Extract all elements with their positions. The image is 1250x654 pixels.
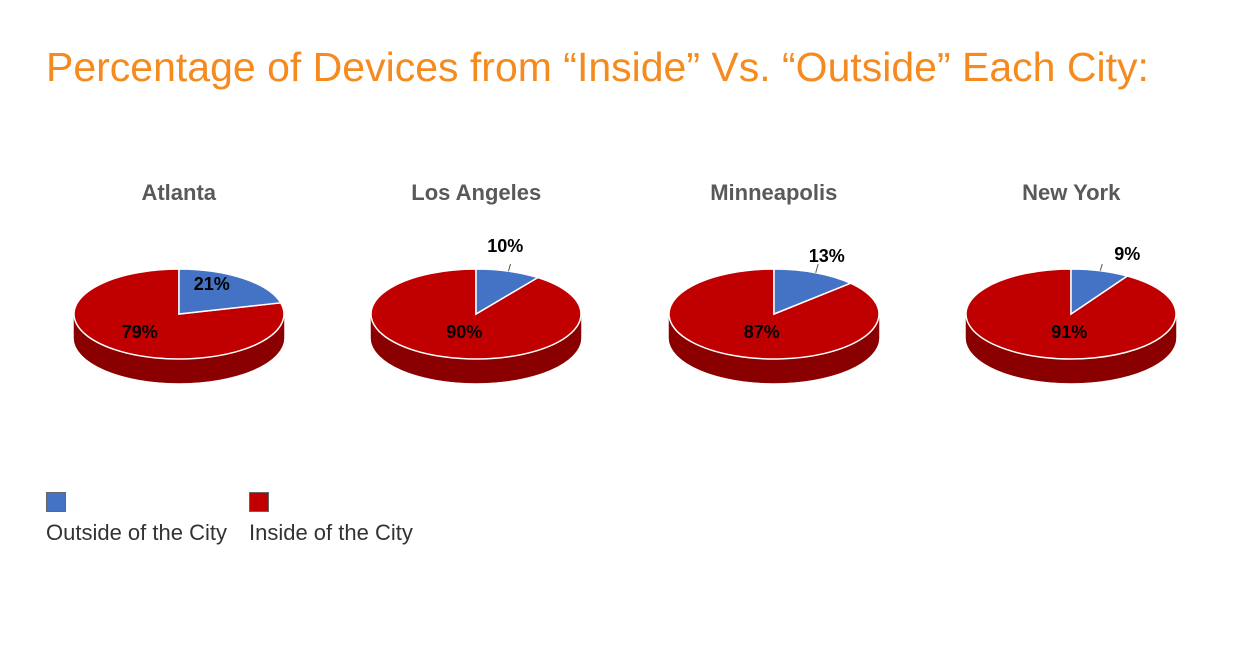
inside-pct-label: 87% xyxy=(744,322,780,343)
charts-row: Atlanta 21% 79% Los Angeles 10% 90% Minn… xyxy=(30,180,1220,406)
legend-label: Outside of the City xyxy=(46,520,227,546)
pie-wrap: 21% 79% xyxy=(64,236,294,406)
city-label: Los Angeles xyxy=(411,180,541,206)
outside-pct-label: 10% xyxy=(487,236,523,257)
outside-pct-label: 9% xyxy=(1114,244,1140,265)
city-label: Minneapolis xyxy=(710,180,837,206)
legend-swatch xyxy=(46,492,66,512)
legend-label: Inside of the City xyxy=(249,520,413,546)
city-label: Atlanta xyxy=(141,180,216,206)
legend: Outside of the City Inside of the City xyxy=(46,492,413,546)
legend-item: Inside of the City xyxy=(249,492,413,546)
pie-wrap: 10% 90% xyxy=(361,236,591,406)
city-label: New York xyxy=(1022,180,1120,206)
inside-pct-label: 79% xyxy=(122,322,158,343)
pie-chart-minneapolis: Minneapolis 13% 87% xyxy=(631,180,916,406)
pie-chart-atlanta: Atlanta 21% 79% xyxy=(36,180,321,406)
pie-chart-new-york: New York 9% 91% xyxy=(929,180,1214,406)
inside-pct-label: 90% xyxy=(446,322,482,343)
inside-pct-label: 91% xyxy=(1051,322,1087,343)
legend-item: Outside of the City xyxy=(46,492,227,546)
pie-chart-los-angeles: Los Angeles 10% 90% xyxy=(334,180,619,406)
outside-pct-label: 21% xyxy=(194,274,230,295)
outside-pct-label: 13% xyxy=(809,246,845,267)
pie-wrap: 13% 87% xyxy=(659,236,889,406)
chart-title: Percentage of Devices from “Inside” Vs. … xyxy=(46,42,1220,93)
legend-swatch xyxy=(249,492,269,512)
pie-wrap: 9% 91% xyxy=(956,236,1186,406)
